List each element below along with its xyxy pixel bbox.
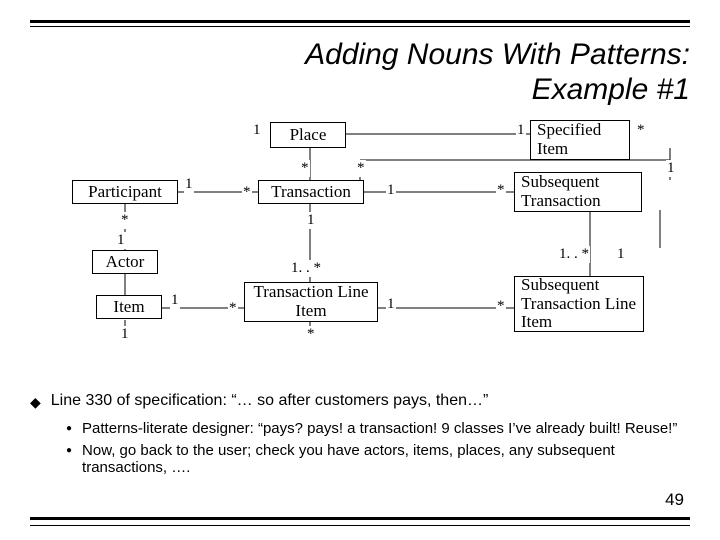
mult-tli-down-star: *: [306, 326, 316, 343]
mult-item-1: 1: [170, 292, 180, 309]
mult-txn-r-1: 1: [386, 182, 396, 199]
mult-place-1: 1: [252, 122, 262, 139]
rule-top-thick: [30, 20, 690, 23]
title-line-1: Adding Nouns With Patterns:: [305, 38, 690, 71]
mult-item-down-1: 1: [120, 326, 130, 343]
bullet-2a: ● Patterns-literate designer: “pays? pay…: [66, 420, 690, 438]
box-specified-item: Specified Item: [530, 120, 630, 160]
box-participant: Participant: [72, 180, 178, 204]
box-item: Item: [96, 295, 162, 319]
bullet-2b-text: Now, go back to the user; check you have…: [82, 442, 690, 476]
box-txn-line-item: Transaction Line Item: [244, 282, 378, 322]
title-line-2: Example #1: [532, 73, 690, 106]
mult-txn-top-star-l: *: [300, 160, 310, 177]
bullet-list: ◆ Line 330 of specification: “… so after…: [30, 392, 690, 480]
box-subsequent-txn: Subsequent Transaction: [514, 172, 642, 212]
mult-substxn-star: *: [496, 182, 506, 199]
bullet-icon: ●: [66, 442, 72, 476]
mult-tli-r-1: 1: [386, 296, 396, 313]
rule-bottom-thick: [30, 517, 690, 520]
rule-bottom-thin: [30, 525, 690, 526]
mult-actor-up-1: 1: [116, 232, 126, 249]
bullet-1: ◆ Line 330 of specification: “… so after…: [30, 392, 690, 412]
mult-substxn-down-1: 1: [616, 246, 626, 263]
mult-txn-top-star-r: *: [356, 160, 366, 177]
uml-diagram: Place Participant Actor Item Transaction…: [30, 120, 690, 380]
bullet-2b: ● Now, go back to the user; check you ha…: [66, 442, 690, 476]
bullet-icon: ●: [66, 420, 72, 438]
mult-substli-star: *: [496, 298, 506, 315]
mult-specitem-star: *: [636, 122, 646, 139]
bullet-2a-text: Patterns-literate designer: “pays? pays!…: [82, 420, 677, 438]
bullet-icon: ◆: [30, 392, 41, 412]
box-transaction: Transaction: [258, 180, 364, 204]
mult-part-down-star: *: [120, 212, 130, 229]
slide: Adding Nouns With Patterns: Example #1: [0, 0, 720, 540]
page-number: 49: [665, 490, 684, 510]
mult-specitem-1: 1: [516, 122, 526, 139]
mult-part-1: 1: [184, 176, 194, 193]
slide-title: Adding Nouns With Patterns: Example #1: [30, 38, 690, 107]
mult-specitem-down-1: 1: [666, 160, 676, 177]
box-actor: Actor: [92, 250, 158, 274]
box-place: Place: [270, 122, 346, 148]
mult-txn-down-1: 1: [306, 212, 316, 229]
mult-item-star: *: [228, 300, 238, 317]
mult-tli-up: 1. . *: [290, 260, 322, 277]
rule-top-thin: [30, 26, 690, 27]
mult-part-star: *: [242, 184, 252, 201]
mult-substxn-down: 1. . *: [558, 246, 590, 263]
box-subsequent-txn-li: Subsequent Transaction Line Item: [514, 276, 644, 332]
bullet-1-text: Line 330 of specification: “… so after c…: [51, 392, 489, 412]
